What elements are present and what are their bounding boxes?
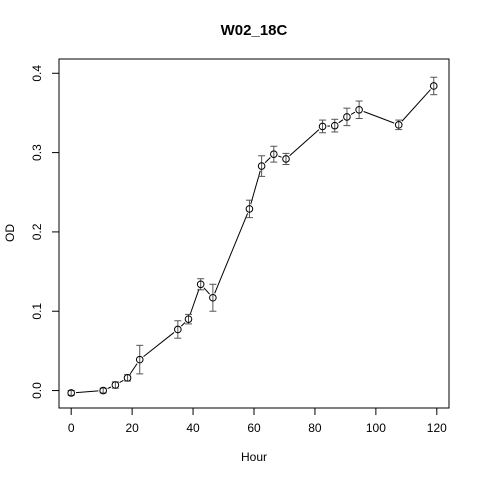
data-point [429, 82, 438, 90]
series-line-segment [203, 287, 211, 295]
y-tick-label: 0.0 [30, 382, 44, 399]
data-point [394, 121, 403, 129]
series-line-segment [129, 363, 138, 375]
x-axis: 0 20 40 60 80 100 120 [68, 407, 447, 435]
data-point [135, 355, 144, 364]
series-line-segment [350, 111, 356, 115]
data-point [111, 381, 120, 389]
data-point [196, 280, 205, 289]
y-tick-label: 0.3 [30, 144, 44, 161]
data-point [209, 293, 217, 302]
series-line-segment [338, 119, 344, 124]
series-line-segment [107, 386, 112, 390]
data-point [343, 113, 351, 121]
data-point [318, 122, 327, 131]
x-tick-label: 40 [186, 421, 200, 435]
series-line-segment [180, 322, 186, 327]
data-point [123, 374, 132, 382]
data-point [330, 121, 339, 130]
y-tick-label: 0.4 [30, 65, 44, 82]
data-point [174, 325, 182, 334]
series-line-segment [189, 288, 200, 315]
data-point [355, 105, 363, 114]
x-tick-label: 120 [427, 421, 447, 435]
data-point [67, 389, 75, 397]
series-line-segment [401, 89, 431, 122]
chart-title: W02_18C [221, 22, 288, 39]
series-line-segment [264, 157, 271, 164]
y-tick-label: 0.2 [30, 223, 44, 240]
data-point [99, 386, 107, 395]
series-line-segment [214, 213, 249, 294]
data-point [245, 205, 254, 213]
data-point [257, 162, 266, 170]
series-line-segment [363, 111, 395, 124]
data-point [184, 315, 193, 323]
x-tick-label: 80 [308, 421, 322, 435]
series-line-segment [119, 379, 124, 384]
x-axis-label: Hour [241, 450, 267, 464]
y-axis-label: OD [3, 224, 17, 242]
data-point [282, 155, 290, 163]
x-tick-label: 20 [125, 421, 139, 435]
series-line-segment [75, 390, 99, 394]
y-axis: 0.0 0.1 0.2 0.3 0.4 [30, 65, 60, 399]
x-tick-label: 60 [247, 421, 261, 435]
y-tick-label: 0.1 [30, 303, 44, 320]
x-tick-label: 0 [68, 421, 75, 435]
series-line-segment [143, 332, 175, 358]
series-line-segment [289, 129, 320, 157]
data-point [270, 150, 278, 158]
x-tick-label: 100 [366, 421, 386, 435]
data-points-group [67, 82, 438, 397]
series-line-segment [278, 155, 282, 158]
